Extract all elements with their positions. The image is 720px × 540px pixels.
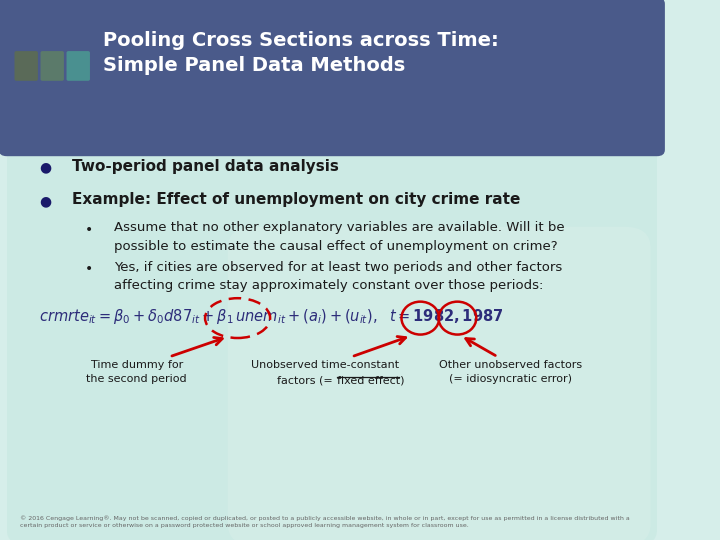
Text: •: •: [85, 222, 93, 237]
Text: © 2016 Cengage Learning®. May not be scanned, copied or duplicated, or posted to: © 2016 Cengage Learning®. May not be sca…: [19, 516, 629, 528]
Text: ●: ●: [39, 160, 51, 174]
Text: fixed effect): fixed effect): [337, 375, 405, 386]
FancyBboxPatch shape: [0, 0, 665, 156]
Text: •: •: [85, 262, 93, 276]
Text: Time dummy for
the second period: Time dummy for the second period: [86, 360, 187, 383]
Text: Assume that no other explanatory variables are available. Will it be: Assume that no other explanatory variabl…: [114, 221, 564, 234]
Text: Example: Effect of unemployment on city crime rate: Example: Effect of unemployment on city …: [72, 192, 520, 207]
FancyBboxPatch shape: [14, 51, 38, 81]
Text: ●: ●: [39, 194, 51, 208]
Text: (= idiosyncratic error): (= idiosyncratic error): [449, 374, 572, 384]
Text: Pooling Cross Sections across Time:
Simple Panel Data Methods: Pooling Cross Sections across Time: Simp…: [103, 31, 499, 76]
FancyBboxPatch shape: [6, 142, 657, 540]
FancyBboxPatch shape: [228, 227, 651, 540]
Text: affecting crime stay approximately constant over those periods:: affecting crime stay approximately const…: [114, 279, 544, 292]
Text: Two-period panel data analysis: Two-period panel data analysis: [72, 159, 338, 174]
Text: factors (=: factors (=: [277, 375, 336, 386]
FancyBboxPatch shape: [40, 51, 64, 81]
FancyBboxPatch shape: [66, 51, 90, 81]
Text: $crmrte_{it} = \beta_0 + \delta_0 d87_{it} + \beta_1\, unem_{it} + (a_i) + (u_{i: $crmrte_{it} = \beta_0 + \delta_0 d87_{i…: [39, 307, 503, 327]
Text: Unobserved time-constant: Unobserved time-constant: [251, 360, 400, 369]
Text: possible to estimate the causal effect of unemployment on crime?: possible to estimate the causal effect o…: [114, 240, 557, 253]
Text: Other unobserved factors: Other unobserved factors: [439, 360, 582, 369]
Text: Yes, if cities are observed for at least two periods and other factors: Yes, if cities are observed for at least…: [114, 261, 562, 274]
